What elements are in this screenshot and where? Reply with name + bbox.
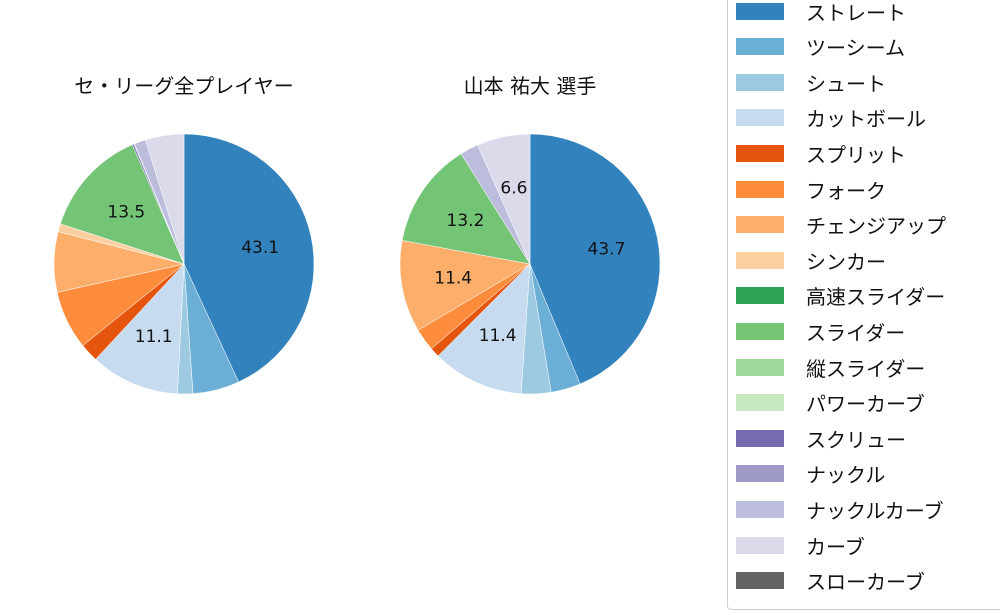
slice-value-label: 13.2 (447, 211, 485, 231)
legend-label: チェンジアップ (806, 214, 946, 239)
pie-slice (183, 133, 315, 383)
legend-label: スローカーブ (806, 570, 925, 595)
legend-swatch (736, 2, 784, 20)
legend-label: ストレート (806, 0, 906, 25)
legend-item: フォーク (736, 171, 886, 207)
pie-chart-player: 43.7 11.4 11.4 13.2 6.6 (399, 133, 661, 395)
legend-label: ナックルカーブ (806, 498, 944, 523)
left-chart-title: セ・リーグ全プレイヤー (74, 74, 294, 98)
legend-item: チェンジアップ (736, 207, 946, 243)
legend-label: スプリット (806, 142, 906, 167)
slice-value-label: 43.1 (241, 238, 279, 258)
pie-chart-league: 43.1 11.1 13.5 (53, 133, 315, 395)
legend-swatch (736, 322, 784, 340)
legend-swatch (736, 144, 784, 162)
pie-slice (401, 153, 531, 265)
legend-item: カットボール (736, 100, 926, 136)
legend-label: カーブ (806, 534, 865, 559)
legend-label: スクリュー (806, 427, 906, 452)
slice-value-label: 43.7 (588, 240, 626, 260)
legend-label: シュート (806, 71, 886, 96)
legend-label: 高速スライダー (806, 285, 946, 310)
legend-item: スローカーブ (736, 563, 925, 599)
right-chart-title: 山本 祐大 選手 (463, 74, 597, 98)
legend: ストレートツーシームシュートカットボール スプリットフォークチェンジアップ シンカー… (727, 0, 1000, 610)
legend-label: スライダー (806, 320, 906, 345)
legend-swatch (736, 216, 784, 234)
legend-swatch (736, 251, 784, 269)
legend-item: ツーシーム (736, 29, 905, 65)
legend-item: 縦スライダー (736, 349, 925, 385)
pie-slice (399, 240, 531, 331)
legend-swatch (736, 536, 784, 554)
legend-label: 縦スライダー (806, 356, 926, 381)
legend-item: シンカー (736, 242, 886, 278)
slice-value-label: 11.1 (135, 327, 173, 347)
legend-swatch (736, 109, 784, 127)
pie-slice (477, 133, 531, 265)
legend-swatch (736, 180, 784, 198)
legend-item: カーブ (736, 527, 865, 563)
legend-swatch (736, 500, 784, 518)
legend-item: ナックル (736, 456, 885, 492)
legend-item: スプリット (736, 135, 906, 171)
pie-slice (529, 133, 661, 385)
legend-label: カットボール (806, 107, 926, 132)
legend-item: スクリュー (736, 420, 906, 456)
legend-label: シンカー (806, 249, 886, 274)
slice-value-label: 11.4 (479, 326, 517, 346)
legend-item: ナックルカーブ (736, 491, 944, 527)
pie-slice (145, 133, 185, 265)
pie-slice (437, 263, 531, 394)
legend-swatch (736, 465, 784, 483)
legend-swatch (736, 394, 784, 412)
pie-slice (60, 144, 185, 265)
legend-swatch (736, 429, 784, 447)
legend-swatch (736, 287, 784, 305)
legend-label: フォーク (806, 178, 886, 203)
legend-item: シュート (736, 64, 886, 100)
legend-item: スライダー (736, 313, 905, 349)
legend-label: ナックル (806, 463, 886, 488)
legend-item: ストレート (736, 0, 906, 29)
slice-value-label: 11.4 (434, 269, 472, 289)
legend-label: ツーシーム (806, 36, 905, 61)
legend-item: パワーカーブ (736, 385, 925, 421)
legend-item: 高速スライダー (736, 278, 945, 314)
slice-value-label: 6.6 (500, 179, 527, 199)
legend-swatch (736, 38, 784, 56)
legend-swatch (736, 73, 784, 91)
legend-swatch (736, 358, 784, 376)
pie-slice (95, 263, 185, 395)
legend-label: パワーカーブ (806, 392, 925, 417)
slice-value-label: 13.5 (107, 203, 145, 223)
legend-swatch (736, 572, 784, 590)
